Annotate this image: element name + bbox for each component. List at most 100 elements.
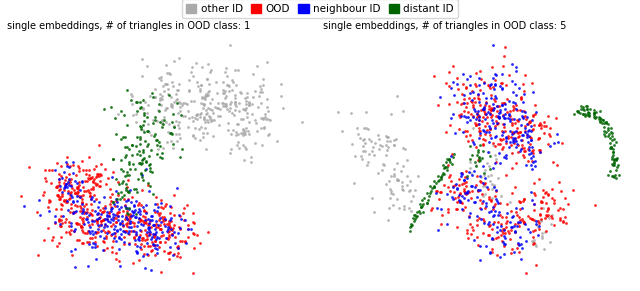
Point — [427, 185, 437, 190]
Point — [77, 201, 87, 206]
Point — [102, 212, 112, 217]
Point — [441, 129, 451, 134]
Point — [474, 158, 484, 163]
Point — [474, 216, 484, 220]
Point — [108, 239, 118, 244]
Point — [38, 193, 48, 197]
Point — [134, 100, 145, 104]
Point — [86, 197, 96, 201]
Point — [111, 216, 121, 221]
Point — [88, 240, 99, 245]
Point — [182, 102, 193, 106]
Point — [147, 240, 157, 244]
Point — [513, 143, 523, 147]
Point — [256, 126, 266, 130]
Point — [108, 217, 118, 222]
Point — [531, 262, 541, 267]
Point — [188, 133, 198, 137]
Point — [66, 206, 76, 210]
Point — [397, 187, 407, 191]
Point — [148, 223, 159, 228]
Point — [212, 106, 223, 110]
Point — [252, 129, 262, 134]
Point — [63, 190, 73, 195]
Point — [436, 221, 446, 226]
Point — [543, 206, 553, 211]
Point — [81, 211, 92, 216]
Point — [128, 213, 138, 218]
Point — [87, 212, 97, 217]
Point — [153, 210, 163, 215]
Point — [200, 97, 211, 101]
Point — [488, 107, 498, 111]
Point — [493, 235, 503, 239]
Point — [124, 205, 134, 210]
Point — [125, 219, 135, 223]
Point — [467, 153, 477, 157]
Point — [105, 220, 115, 224]
Point — [150, 233, 160, 237]
Point — [486, 65, 497, 70]
Point — [212, 106, 222, 111]
Point — [483, 233, 493, 237]
Point — [478, 181, 488, 185]
Point — [141, 158, 151, 163]
Point — [159, 214, 169, 219]
Point — [65, 231, 76, 236]
Point — [69, 229, 79, 234]
Point — [473, 158, 483, 162]
Point — [116, 137, 127, 142]
Point — [378, 162, 388, 166]
Point — [477, 164, 488, 168]
Point — [238, 127, 248, 131]
Point — [611, 164, 621, 169]
Point — [469, 168, 479, 173]
Point — [70, 265, 80, 269]
Legend: other ID, OOD, neighbour ID, distant ID: other ID, OOD, neighbour ID, distant ID — [182, 0, 458, 18]
Point — [56, 218, 66, 222]
Point — [478, 217, 488, 221]
Point — [52, 184, 62, 188]
Point — [230, 129, 241, 134]
Point — [124, 241, 134, 246]
Point — [509, 223, 519, 228]
Point — [81, 167, 92, 172]
Point — [603, 134, 613, 138]
Point — [167, 120, 177, 124]
Point — [242, 95, 252, 100]
Point — [454, 199, 464, 203]
Point — [143, 217, 154, 221]
Point — [514, 116, 524, 121]
Point — [202, 77, 212, 81]
Point — [180, 113, 190, 118]
Point — [141, 241, 152, 246]
Point — [135, 141, 145, 146]
Point — [507, 120, 517, 125]
Point — [93, 184, 104, 189]
Point — [518, 115, 528, 119]
Point — [514, 243, 524, 248]
Point — [607, 134, 618, 138]
Point — [110, 213, 120, 217]
Point — [108, 170, 118, 174]
Point — [441, 81, 451, 86]
Point — [142, 237, 152, 242]
Point — [482, 184, 492, 189]
Point — [454, 197, 464, 202]
Point — [489, 86, 499, 91]
Point — [56, 224, 66, 228]
Point — [131, 229, 141, 234]
Point — [474, 112, 484, 117]
Point — [92, 221, 102, 226]
Point — [470, 82, 480, 86]
Point — [582, 107, 592, 112]
Point — [439, 183, 449, 188]
Point — [508, 131, 518, 136]
Point — [499, 226, 509, 231]
Point — [70, 208, 81, 213]
Point — [598, 121, 609, 126]
Point — [471, 71, 481, 76]
Point — [457, 182, 467, 186]
Point — [205, 117, 216, 122]
Point — [548, 160, 559, 165]
